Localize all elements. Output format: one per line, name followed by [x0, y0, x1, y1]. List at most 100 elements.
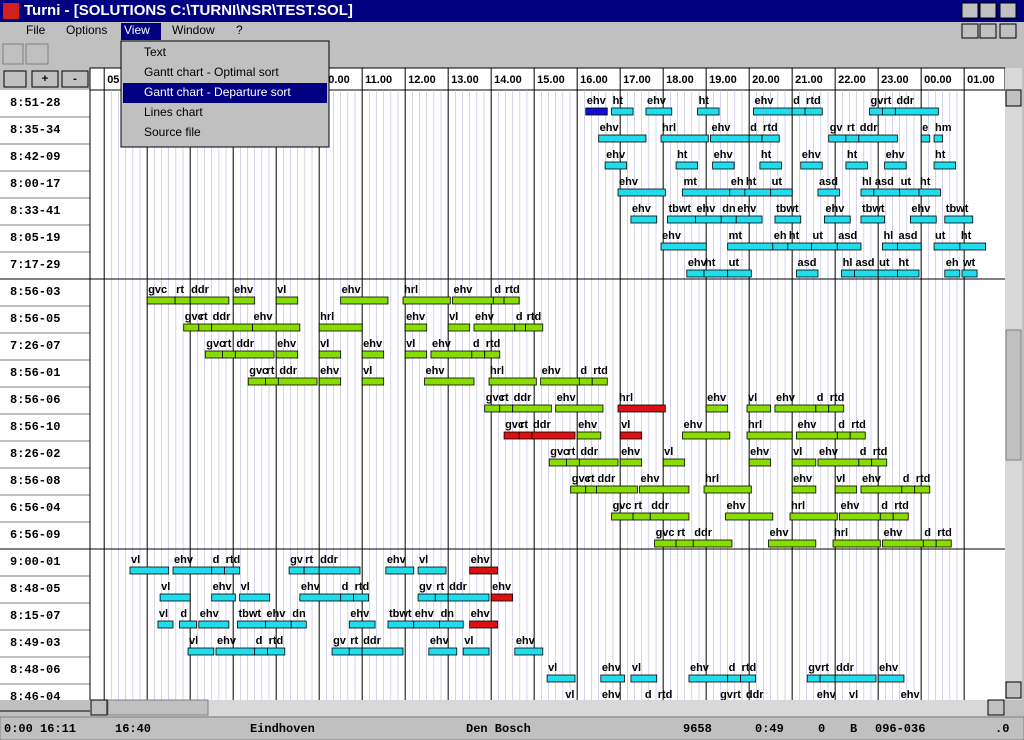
trip-bar[interactable] [578, 458, 619, 467]
trip-bar[interactable] [959, 242, 987, 251]
trip-bar[interactable] [318, 323, 363, 332]
trip-bar[interactable] [725, 512, 774, 521]
trip-bar[interactable] [697, 107, 720, 116]
trip-bar[interactable] [804, 107, 823, 116]
menu-item[interactable]: Window [172, 23, 215, 37]
trip-bar[interactable] [514, 647, 544, 656]
trip-bar[interactable] [819, 674, 836, 683]
trip-bar[interactable] [146, 296, 176, 305]
trip-bar[interactable] [611, 512, 634, 521]
trip-bar[interactable] [961, 269, 978, 278]
header-button[interactable] [3, 70, 27, 88]
trip-bar[interactable] [849, 431, 866, 440]
trip-bar[interactable] [662, 458, 686, 467]
trip-bar[interactable] [746, 404, 772, 413]
trip-bar[interactable] [503, 431, 520, 440]
close-button[interactable] [999, 2, 1017, 19]
trip-bar[interactable] [348, 620, 376, 629]
trip-bar[interactable] [611, 107, 634, 116]
trip-bar[interactable] [645, 107, 673, 116]
trip-bar[interactable] [600, 674, 625, 683]
trip-bar[interactable] [469, 620, 499, 629]
trip-bar[interactable] [933, 134, 944, 143]
trip-bar[interactable] [576, 431, 602, 440]
trip-bar[interactable] [686, 269, 705, 278]
trip-bar[interactable] [882, 107, 896, 116]
trip-bar[interactable] [740, 674, 757, 683]
trip-bar[interactable] [340, 296, 389, 305]
trip-bar[interactable] [179, 620, 198, 629]
trip-bar[interactable] [675, 161, 698, 170]
child-close[interactable] [999, 23, 1017, 39]
trip-bar[interactable] [488, 377, 537, 386]
trip-bar[interactable] [692, 539, 733, 548]
trip-bar[interactable] [183, 323, 200, 332]
trip-bar[interactable] [806, 674, 821, 683]
trip-bar[interactable] [761, 134, 780, 143]
trip-bar[interactable] [660, 134, 709, 143]
scroll-down[interactable] [1005, 681, 1022, 699]
trip-bar[interactable] [531, 431, 576, 440]
trip-bar[interactable] [566, 458, 580, 467]
menu-option[interactable]: Source file [144, 125, 201, 139]
trip-bar[interactable] [237, 620, 266, 629]
trip-bar[interactable] [860, 215, 886, 224]
trip-bar[interactable] [585, 107, 608, 116]
trip-bar[interactable] [828, 134, 847, 143]
trip-bar[interactable] [695, 215, 722, 224]
trip-bar[interactable] [361, 377, 385, 386]
trip-bar[interactable] [417, 566, 447, 575]
trip-bar[interactable] [834, 485, 858, 494]
menu-option[interactable]: Lines chart [144, 105, 203, 119]
trip-bar[interactable] [688, 674, 729, 683]
trip-bar[interactable] [879, 512, 894, 521]
trip-bar[interactable] [157, 620, 174, 629]
trip-bar[interactable] [434, 593, 449, 602]
zoom-in-button[interactable] [31, 70, 59, 88]
trip-bar[interactable] [873, 188, 901, 197]
trip-bar[interactable] [858, 458, 873, 467]
trip-bar[interactable] [787, 242, 812, 251]
trip-bar[interactable] [525, 323, 544, 332]
trip-bar[interactable] [834, 674, 877, 683]
trip-bar[interactable] [828, 404, 845, 413]
trip-bar[interactable] [710, 134, 750, 143]
trip-bar[interactable] [789, 512, 838, 521]
trip-bar[interactable] [660, 242, 707, 251]
trip-bar[interactable] [746, 431, 793, 440]
trip-bar[interactable] [877, 269, 898, 278]
trip-bar[interactable] [361, 350, 385, 359]
trip-bar[interactable] [402, 296, 451, 305]
trip-bar[interactable] [265, 620, 292, 629]
trip-bar[interactable] [267, 647, 286, 656]
restore-button[interactable] [979, 2, 997, 19]
trip-bar[interactable] [682, 188, 731, 197]
trip-bar[interactable] [484, 350, 501, 359]
trip-bar[interactable] [617, 404, 666, 413]
trip-bar[interactable] [944, 215, 974, 224]
trip-bar[interactable] [727, 242, 774, 251]
trip-bar[interactable] [404, 350, 428, 359]
trip-bar[interactable] [353, 593, 370, 602]
trip-bar[interactable] [598, 134, 647, 143]
trip-bar[interactable] [428, 647, 458, 656]
trip-bar[interactable] [869, 107, 883, 116]
trip-bar[interactable] [585, 485, 597, 494]
child-minimize[interactable] [961, 23, 979, 39]
trip-bar[interactable] [471, 350, 486, 359]
trip-bar[interactable] [800, 161, 823, 170]
trip-bar[interactable] [703, 269, 729, 278]
trip-bar[interactable] [854, 269, 879, 278]
trip-bar[interactable] [303, 566, 320, 575]
trip-bar[interactable] [348, 647, 363, 656]
trip-bar[interactable] [578, 377, 593, 386]
scroll-thumb-h[interactable] [107, 699, 209, 716]
trip-bar[interactable] [727, 269, 752, 278]
trip-bar[interactable] [877, 674, 905, 683]
trip-bar[interactable] [424, 377, 475, 386]
trip-bar[interactable] [540, 377, 580, 386]
trip-bar[interactable] [639, 485, 690, 494]
trip-bar[interactable] [944, 269, 961, 278]
trip-bar[interactable] [447, 593, 490, 602]
trip-bar[interactable] [836, 242, 862, 251]
